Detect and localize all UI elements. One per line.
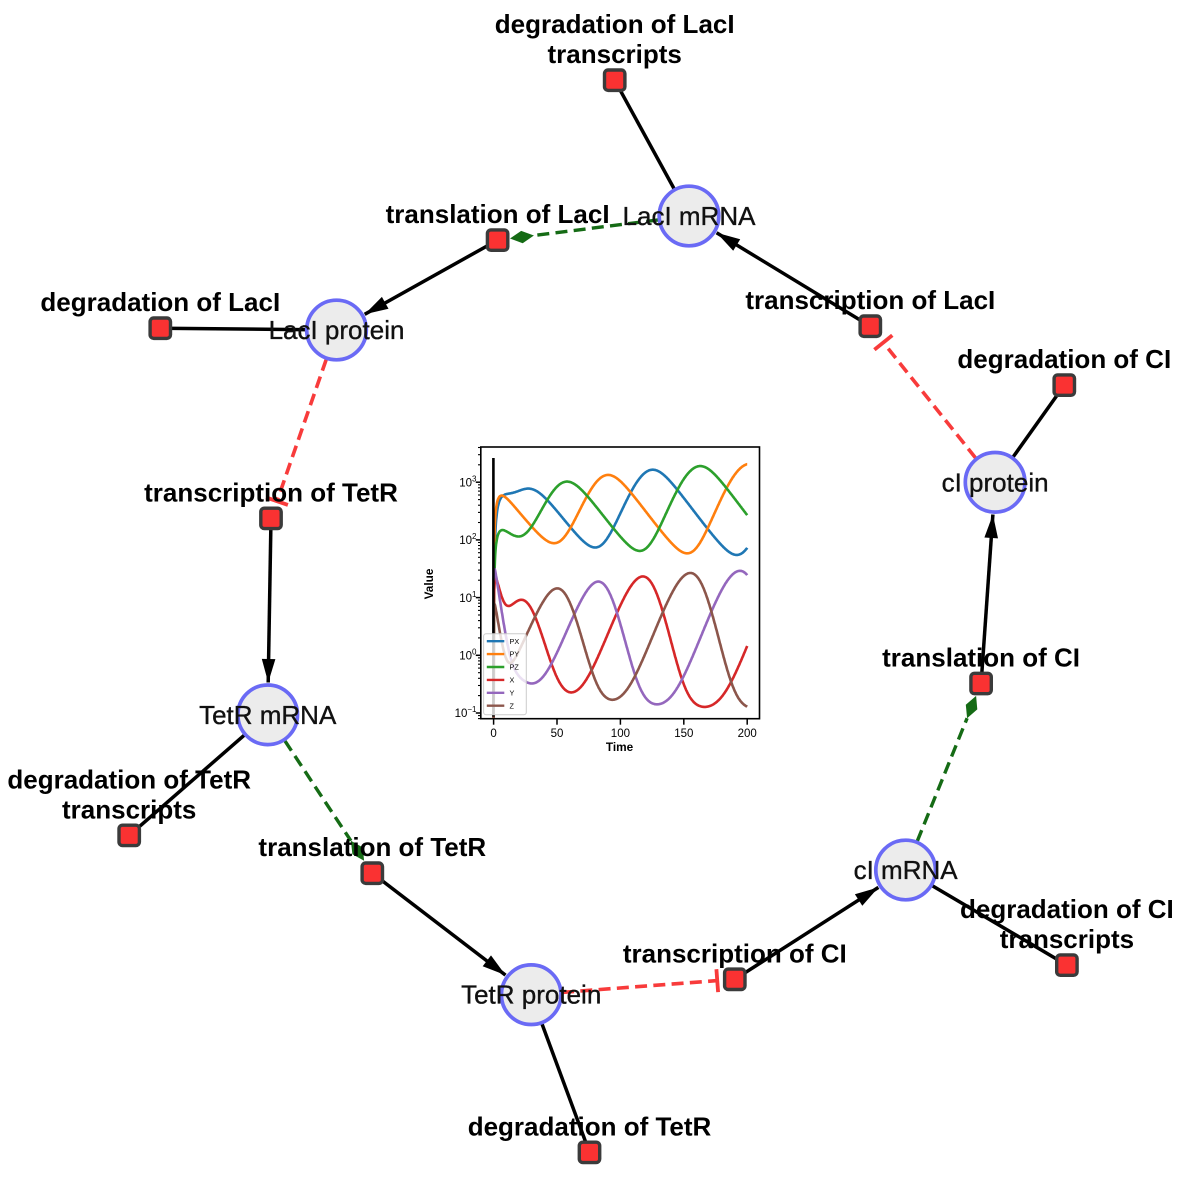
svg-text:Time: Time bbox=[606, 740, 634, 754]
svg-text:degradation of TetR: degradation of TetR bbox=[468, 1111, 712, 1141]
svg-text:transcripts: transcripts bbox=[1000, 924, 1134, 954]
svg-text:0: 0 bbox=[490, 728, 496, 740]
svg-text:150: 150 bbox=[674, 728, 693, 740]
svg-text:cI protein: cI protein bbox=[942, 467, 1049, 497]
svg-text:translation of LacI: translation of LacI bbox=[386, 199, 610, 229]
svg-text:Y: Y bbox=[510, 688, 515, 697]
svg-text:100: 100 bbox=[611, 728, 630, 740]
svg-text:cI mRNA: cI mRNA bbox=[854, 855, 959, 885]
svg-text:TetR mRNA: TetR mRNA bbox=[199, 700, 337, 730]
svg-text:degradation of CI: degradation of CI bbox=[960, 894, 1174, 924]
svg-text:50: 50 bbox=[551, 728, 564, 740]
svg-text:transcription of LacI: transcription of LacI bbox=[745, 285, 995, 315]
svg-text:102: 102 bbox=[459, 532, 477, 547]
svg-text:103: 103 bbox=[459, 474, 477, 489]
svg-text:degradation of TetR: degradation of TetR bbox=[7, 764, 251, 794]
svg-text:100: 100 bbox=[459, 648, 477, 663]
svg-text:transcription of CI: transcription of CI bbox=[623, 938, 847, 968]
svg-text:degradation of CI: degradation of CI bbox=[957, 344, 1171, 374]
svg-text:LacI protein: LacI protein bbox=[269, 315, 405, 345]
svg-text:transcripts: transcripts bbox=[548, 39, 682, 69]
svg-text:TetR protein: TetR protein bbox=[461, 980, 601, 1010]
svg-text:10−1: 10−1 bbox=[455, 705, 477, 720]
svg-text:translation of CI: translation of CI bbox=[882, 643, 1080, 673]
svg-text:101: 101 bbox=[459, 590, 477, 605]
svg-text:200: 200 bbox=[738, 728, 757, 740]
svg-text:PX: PX bbox=[510, 637, 520, 646]
svg-text:PZ: PZ bbox=[510, 663, 520, 672]
svg-text:Value: Value bbox=[422, 568, 436, 599]
svg-text:X: X bbox=[510, 676, 515, 685]
svg-text:transcription of TetR: transcription of TetR bbox=[144, 477, 398, 507]
svg-text:degradation of LacI: degradation of LacI bbox=[495, 9, 735, 39]
svg-text:LacI mRNA: LacI mRNA bbox=[623, 201, 757, 231]
svg-text:PY: PY bbox=[510, 650, 520, 659]
svg-text:translation of TetR: translation of TetR bbox=[258, 832, 486, 862]
svg-text:Z: Z bbox=[510, 701, 515, 710]
svg-text:transcripts: transcripts bbox=[62, 794, 196, 824]
svg-text:degradation of LacI: degradation of LacI bbox=[40, 287, 280, 317]
